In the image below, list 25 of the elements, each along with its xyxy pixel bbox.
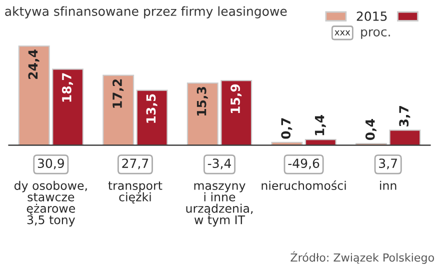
data-label: 17,2 <box>112 79 124 108</box>
text: 3,7 <box>379 158 397 170</box>
data-label: 0,4 <box>365 119 376 140</box>
data-label: 15,3 <box>196 87 208 116</box>
data-label: 24,4 <box>28 50 40 79</box>
data-label: 15,9 <box>230 84 242 114</box>
text: -49,6 <box>288 158 320 170</box>
data-label: 18,7 <box>62 73 74 102</box>
x-tick-label: transport ciężki <box>108 182 162 204</box>
text: -3,4 <box>208 158 231 170</box>
x-tick-label: maszyny i inne urządzenia, w tym IT <box>186 183 253 227</box>
data-label: 13,5 <box>146 94 158 123</box>
text: Źródło: Związek Polskiego <box>290 251 434 264</box>
x-tick-label: inn <box>380 180 396 190</box>
data-label: 0,7 <box>281 118 292 139</box>
data-label: 1,4 <box>314 114 326 136</box>
text: xxx <box>334 30 350 36</box>
text: 30,9 <box>38 158 64 170</box>
x-tick-label: dy osobowe, stawcze ężarowe 3,5 tony <box>14 180 87 227</box>
chart-title: aktywa sfinansowane przez firmy leasingowe <box>5 6 287 18</box>
text: 27,7 <box>122 158 148 170</box>
data-label: 3,7 <box>399 106 410 126</box>
x-tick-label: nieruchomości <box>262 180 346 190</box>
text: proc. <box>361 29 390 39</box>
legend-label: 2015 <box>356 11 387 21</box>
